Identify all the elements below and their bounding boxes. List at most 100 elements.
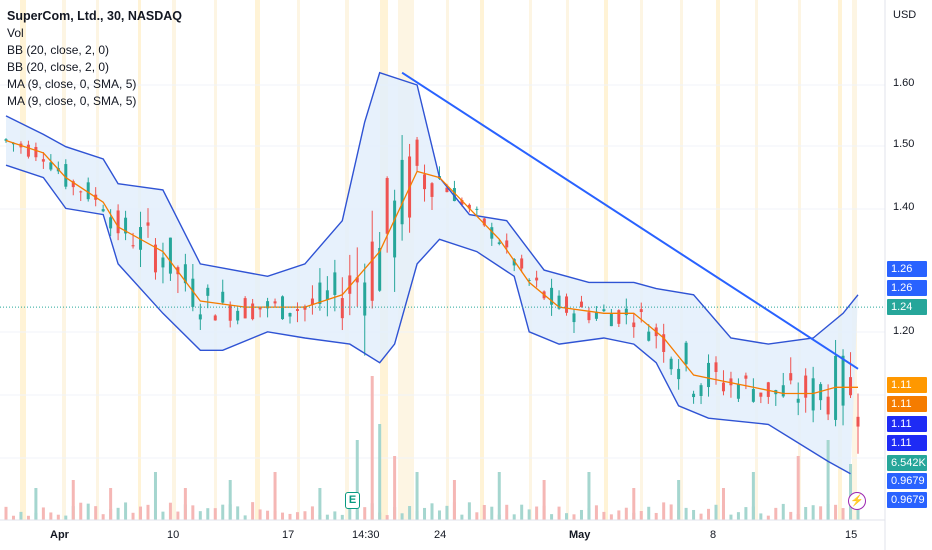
legend-volume[interactable]: Vol <box>7 26 24 40</box>
volume-bar <box>774 507 778 520</box>
legend-bb-1[interactable]: BB (20, close, 2, 0) <box>7 43 110 57</box>
candle-body <box>266 301 270 309</box>
candle-body <box>71 181 75 188</box>
volume-bar <box>153 472 157 520</box>
price-tag-last: 1.24 <box>887 299 927 315</box>
candle-body <box>213 315 217 321</box>
volume-bar <box>288 513 292 520</box>
volume-bar <box>751 472 755 520</box>
volume-bar <box>811 505 815 520</box>
candle-body <box>101 209 105 212</box>
candle-body <box>841 355 845 406</box>
legend-ma-2[interactable]: MA (9, close, 0, SMA, 5) <box>7 94 137 108</box>
y-tick-label: 1.60 <box>893 77 915 89</box>
volume-bar <box>400 513 404 520</box>
volume-bar <box>26 515 30 520</box>
session-shade <box>566 0 569 520</box>
candle-body <box>609 313 613 327</box>
candle-body <box>221 291 225 303</box>
candle-body <box>647 331 651 341</box>
volume-bar <box>281 512 285 520</box>
y-tick-label: 1.50 <box>893 138 915 150</box>
candle-body <box>168 237 172 274</box>
volume-bar <box>856 506 860 520</box>
volume-bar <box>295 512 299 520</box>
volume-bar <box>318 488 322 520</box>
volume-bar <box>505 504 509 520</box>
volume-bar <box>647 506 651 520</box>
candle-body <box>295 309 299 312</box>
volume-bar <box>393 456 397 520</box>
x-tick-label: 17 <box>282 529 295 541</box>
volume-bar <box>273 472 277 520</box>
candle-body <box>565 296 569 313</box>
volume-bar <box>662 502 666 520</box>
candle-body <box>736 384 740 399</box>
volume-bar <box>243 515 247 520</box>
bollinger-upper-line <box>5 71 859 345</box>
candle-body <box>258 307 262 310</box>
volume-bar <box>116 507 120 520</box>
session-shade <box>716 0 720 520</box>
volume-bar <box>744 507 748 520</box>
symbol-title[interactable]: SuperCom, Ltd., 30, NASDAQ <box>7 9 183 23</box>
volume-bar <box>781 503 785 520</box>
volume-bar <box>639 511 643 520</box>
candle-body <box>191 278 195 307</box>
chart-legend: SuperCom, Ltd., 30, NASDAQ Vol BB (20, c… <box>7 8 182 110</box>
candle-body <box>146 222 150 226</box>
volume-bar <box>161 511 165 520</box>
candle-body <box>699 385 703 396</box>
earnings-badge[interactable]: E <box>345 492 360 509</box>
volume-bar <box>370 376 374 520</box>
candle-body <box>744 375 748 379</box>
currency-label[interactable]: USD <box>893 9 917 21</box>
candle-body <box>363 282 367 316</box>
volume-bar <box>423 507 427 520</box>
volume-bar <box>804 507 808 520</box>
candle-body <box>707 362 711 388</box>
volume-bar <box>303 511 307 520</box>
candle-body <box>34 146 38 158</box>
volume-bar <box>594 505 598 520</box>
candle-body <box>497 242 501 244</box>
volume-bar <box>632 488 636 520</box>
volume-bar <box>11 515 15 520</box>
session-shade <box>446 0 449 520</box>
candle-body <box>325 290 329 300</box>
price-tag-ma: 1.11 <box>887 377 927 393</box>
candle-body <box>482 218 486 226</box>
candle-body <box>370 241 374 301</box>
x-tick-label: Apr <box>50 529 69 541</box>
volume-bar <box>221 504 225 520</box>
legend-bb-2[interactable]: BB (20, close, 2, 0) <box>7 60 110 74</box>
x-tick-label: 14:30 <box>352 529 380 541</box>
volume-bar <box>325 514 329 520</box>
candle-body <box>804 375 808 398</box>
candle-body <box>856 416 860 427</box>
candle-body <box>198 314 202 320</box>
legend-ma-1[interactable]: MA (9, close, 0, SMA, 5) <box>7 77 137 91</box>
volume-bar <box>430 503 434 520</box>
candle-body <box>288 312 292 317</box>
volume-bar <box>445 505 449 520</box>
volume-bar <box>183 488 187 520</box>
y-tick-label: 1.20 <box>893 325 915 337</box>
candle-body <box>415 139 419 166</box>
volume-bar <box>497 472 501 520</box>
volume-bar <box>654 512 658 520</box>
volume-bar <box>131 512 135 520</box>
session-shade <box>640 0 643 520</box>
volume-bar <box>348 504 352 520</box>
volume-bar <box>41 507 45 520</box>
volume-bar <box>467 502 471 520</box>
candle-body <box>789 373 793 381</box>
candle-body <box>64 164 68 187</box>
volume-bar <box>714 504 718 520</box>
volume-bar <box>572 514 576 520</box>
session-shade <box>20 0 26 520</box>
volume-bar <box>789 511 793 520</box>
lightning-icon[interactable]: ⚡ <box>848 492 866 510</box>
volume-bar <box>64 515 68 520</box>
